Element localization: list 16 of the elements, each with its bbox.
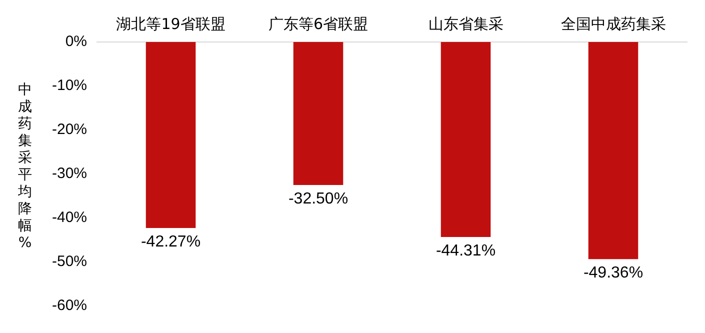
y-tick-label: -20% xyxy=(52,121,88,138)
x-tick-label: 全国中成药集采 xyxy=(560,14,666,33)
data-label: -32.50% xyxy=(288,190,348,208)
y-tick-label: -60% xyxy=(52,297,88,314)
y-tick-label: -10% xyxy=(52,77,88,94)
y-tick-label: -30% xyxy=(52,165,88,182)
data-label: -49.36% xyxy=(583,264,644,282)
y-tick-label: 0% xyxy=(65,33,88,50)
y-tick-label: -50% xyxy=(52,253,88,270)
data-label: -44.31% xyxy=(436,242,496,260)
x-tick-label: 广东等6省联盟 xyxy=(268,14,368,33)
y-tick-label: -40% xyxy=(52,209,88,226)
x-tick-label: 湖北等19省联盟 xyxy=(116,14,226,33)
text: 中成药集采平均降幅% xyxy=(18,82,32,250)
data-label: -42.27% xyxy=(140,233,201,250)
x-tick-label: 山东省集采 xyxy=(428,14,504,33)
